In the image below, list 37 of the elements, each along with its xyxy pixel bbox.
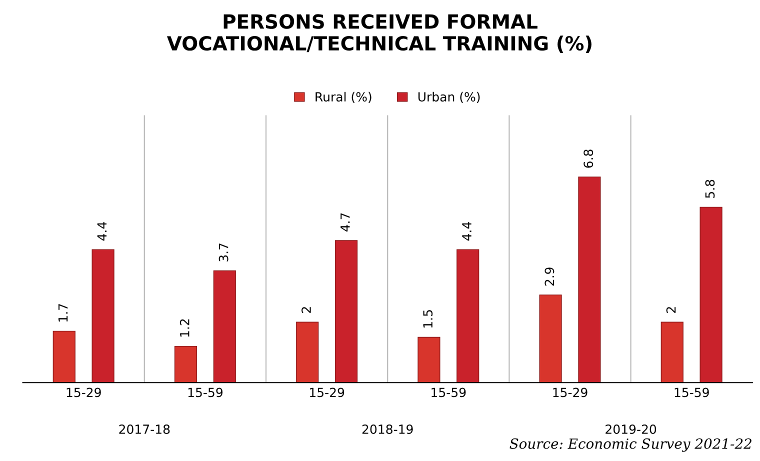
text: 2017-18 bbox=[119, 424, 170, 434]
data-label: 4.4 bbox=[462, 222, 472, 241]
bar bbox=[296, 322, 319, 383]
bar bbox=[660, 322, 684, 383]
bar bbox=[52, 330, 76, 383]
bar bbox=[213, 270, 236, 383]
text: 2018-19 bbox=[362, 424, 413, 434]
data-label: 4.4 bbox=[97, 222, 107, 241]
bar bbox=[92, 249, 114, 383]
bar bbox=[456, 249, 480, 383]
data-label: 1.7 bbox=[58, 304, 68, 322]
text: 2019-20 bbox=[606, 424, 656, 434]
data-label: 2 bbox=[666, 307, 676, 313]
data-label: 1.2 bbox=[180, 319, 190, 337]
data-label: 6.8 bbox=[584, 150, 594, 168]
data-label: 4.7 bbox=[340, 213, 350, 232]
x-tick-label: 15-29 bbox=[310, 388, 344, 398]
bar bbox=[174, 346, 198, 383]
data-label: 3.7 bbox=[218, 244, 228, 262]
data-label: 5.8 bbox=[705, 180, 715, 198]
legend-label: Rural (%) bbox=[316, 92, 372, 104]
x-tick-label: 15-59 bbox=[432, 388, 466, 398]
bar bbox=[334, 240, 358, 383]
data-label: 2.9 bbox=[544, 268, 554, 286]
bar bbox=[539, 294, 562, 383]
x-tick-label: 15-29 bbox=[553, 388, 588, 398]
legend-label: Urban (%) bbox=[418, 92, 480, 104]
bar bbox=[418, 336, 440, 383]
chart-title: PERSONS RECEIVED FORMAL VOCATIONAL/TECHNICAL TRAINING (%) bbox=[166, 14, 592, 53]
x-tick-label: 15-59 bbox=[188, 388, 222, 398]
bar bbox=[578, 176, 601, 383]
source-note: Source: Economic Survey 2021-22 bbox=[510, 438, 752, 452]
data-label: 1.5 bbox=[423, 310, 433, 328]
x-tick-label: 15-59 bbox=[674, 388, 709, 398]
x-tick-label: 15-29 bbox=[66, 388, 101, 398]
bar bbox=[700, 206, 722, 383]
data-label: 2 bbox=[302, 307, 311, 313]
